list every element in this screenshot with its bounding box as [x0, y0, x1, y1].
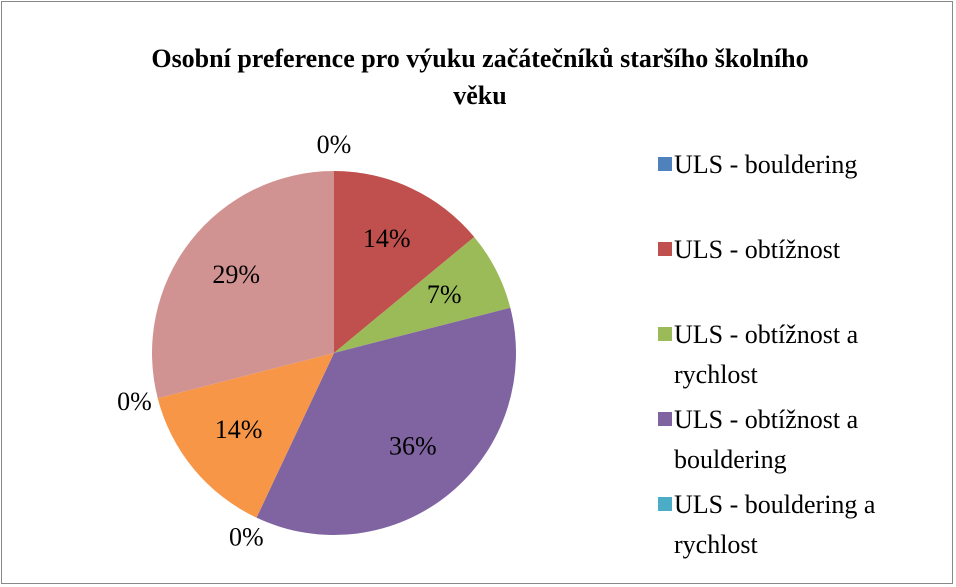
pie-slice [334, 171, 475, 353]
pie-slice [157, 353, 334, 518]
legend-label: ULS - bouldering [674, 150, 858, 179]
pie-slice [256, 307, 516, 535]
legend-swatch [658, 327, 672, 341]
legend-label: ULS - obtížnost [674, 235, 841, 264]
legend-label: ULS - obtížnost a bouldering [674, 405, 859, 474]
data-label: 7% [427, 280, 462, 309]
data-label: 0% [229, 522, 264, 551]
data-label: 29% [212, 260, 260, 289]
legend-swatch [658, 412, 672, 426]
data-label: 36% [389, 431, 437, 460]
data-label: 0% [117, 387, 152, 416]
legend-label: ULS - obtížnost a rychlost [674, 320, 859, 389]
legend-label: ULS - bouldering a rychlost [674, 490, 876, 559]
data-label: 14% [215, 415, 263, 444]
legend-swatch [658, 157, 672, 171]
chart-title: Osobní preference pro výuku začátečníků … [151, 44, 809, 110]
pie-slice [334, 236, 511, 353]
pie-slice [152, 171, 334, 399]
legend-swatch [658, 242, 672, 256]
data-label: 14% [363, 224, 411, 253]
legend-swatch [658, 497, 672, 511]
data-label: 0% [317, 130, 352, 159]
